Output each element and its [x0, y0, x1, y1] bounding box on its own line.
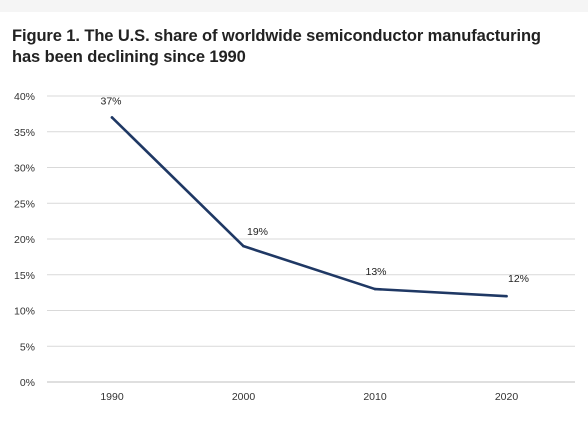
y-tick-label: 5%	[20, 341, 35, 353]
y-tick-label: 25%	[14, 198, 35, 210]
y-tick-label: 35%	[14, 127, 35, 139]
top-band	[0, 0, 588, 12]
y-axis-ticks: 0% 5% 10% 15% 20% 25% 30% 35% 40%	[14, 91, 35, 389]
series-group	[110, 116, 508, 298]
x-axis-ticks: 1990 2000 2010 2020	[100, 391, 518, 403]
x-tick-label: 1990	[100, 391, 124, 403]
data-label: 12%	[508, 273, 529, 285]
y-tick-label: 0%	[20, 377, 35, 389]
y-tick-label: 20%	[14, 234, 35, 246]
x-tick-label: 2020	[495, 391, 519, 403]
data-point	[505, 294, 508, 298]
chart-title: Figure 1. The U.S. share of worldwide se…	[12, 27, 541, 66]
gridlines	[47, 95, 575, 383]
data-labels: 37% 19% 13% 12%	[100, 95, 529, 285]
y-tick-label: 10%	[14, 306, 35, 318]
data-label: 37%	[100, 95, 121, 107]
y-tick-label: 15%	[14, 270, 35, 282]
data-label: 13%	[365, 266, 386, 278]
data-point	[373, 287, 377, 291]
data-label: 19%	[247, 226, 268, 238]
y-tick-label: 40%	[14, 91, 35, 103]
data-point	[110, 116, 114, 119]
data-point	[242, 244, 245, 248]
x-tick-label: 2010	[363, 391, 387, 403]
series-line	[110, 116, 508, 298]
x-tick-label: 2000	[232, 391, 256, 403]
y-tick-label: 30%	[14, 163, 35, 175]
